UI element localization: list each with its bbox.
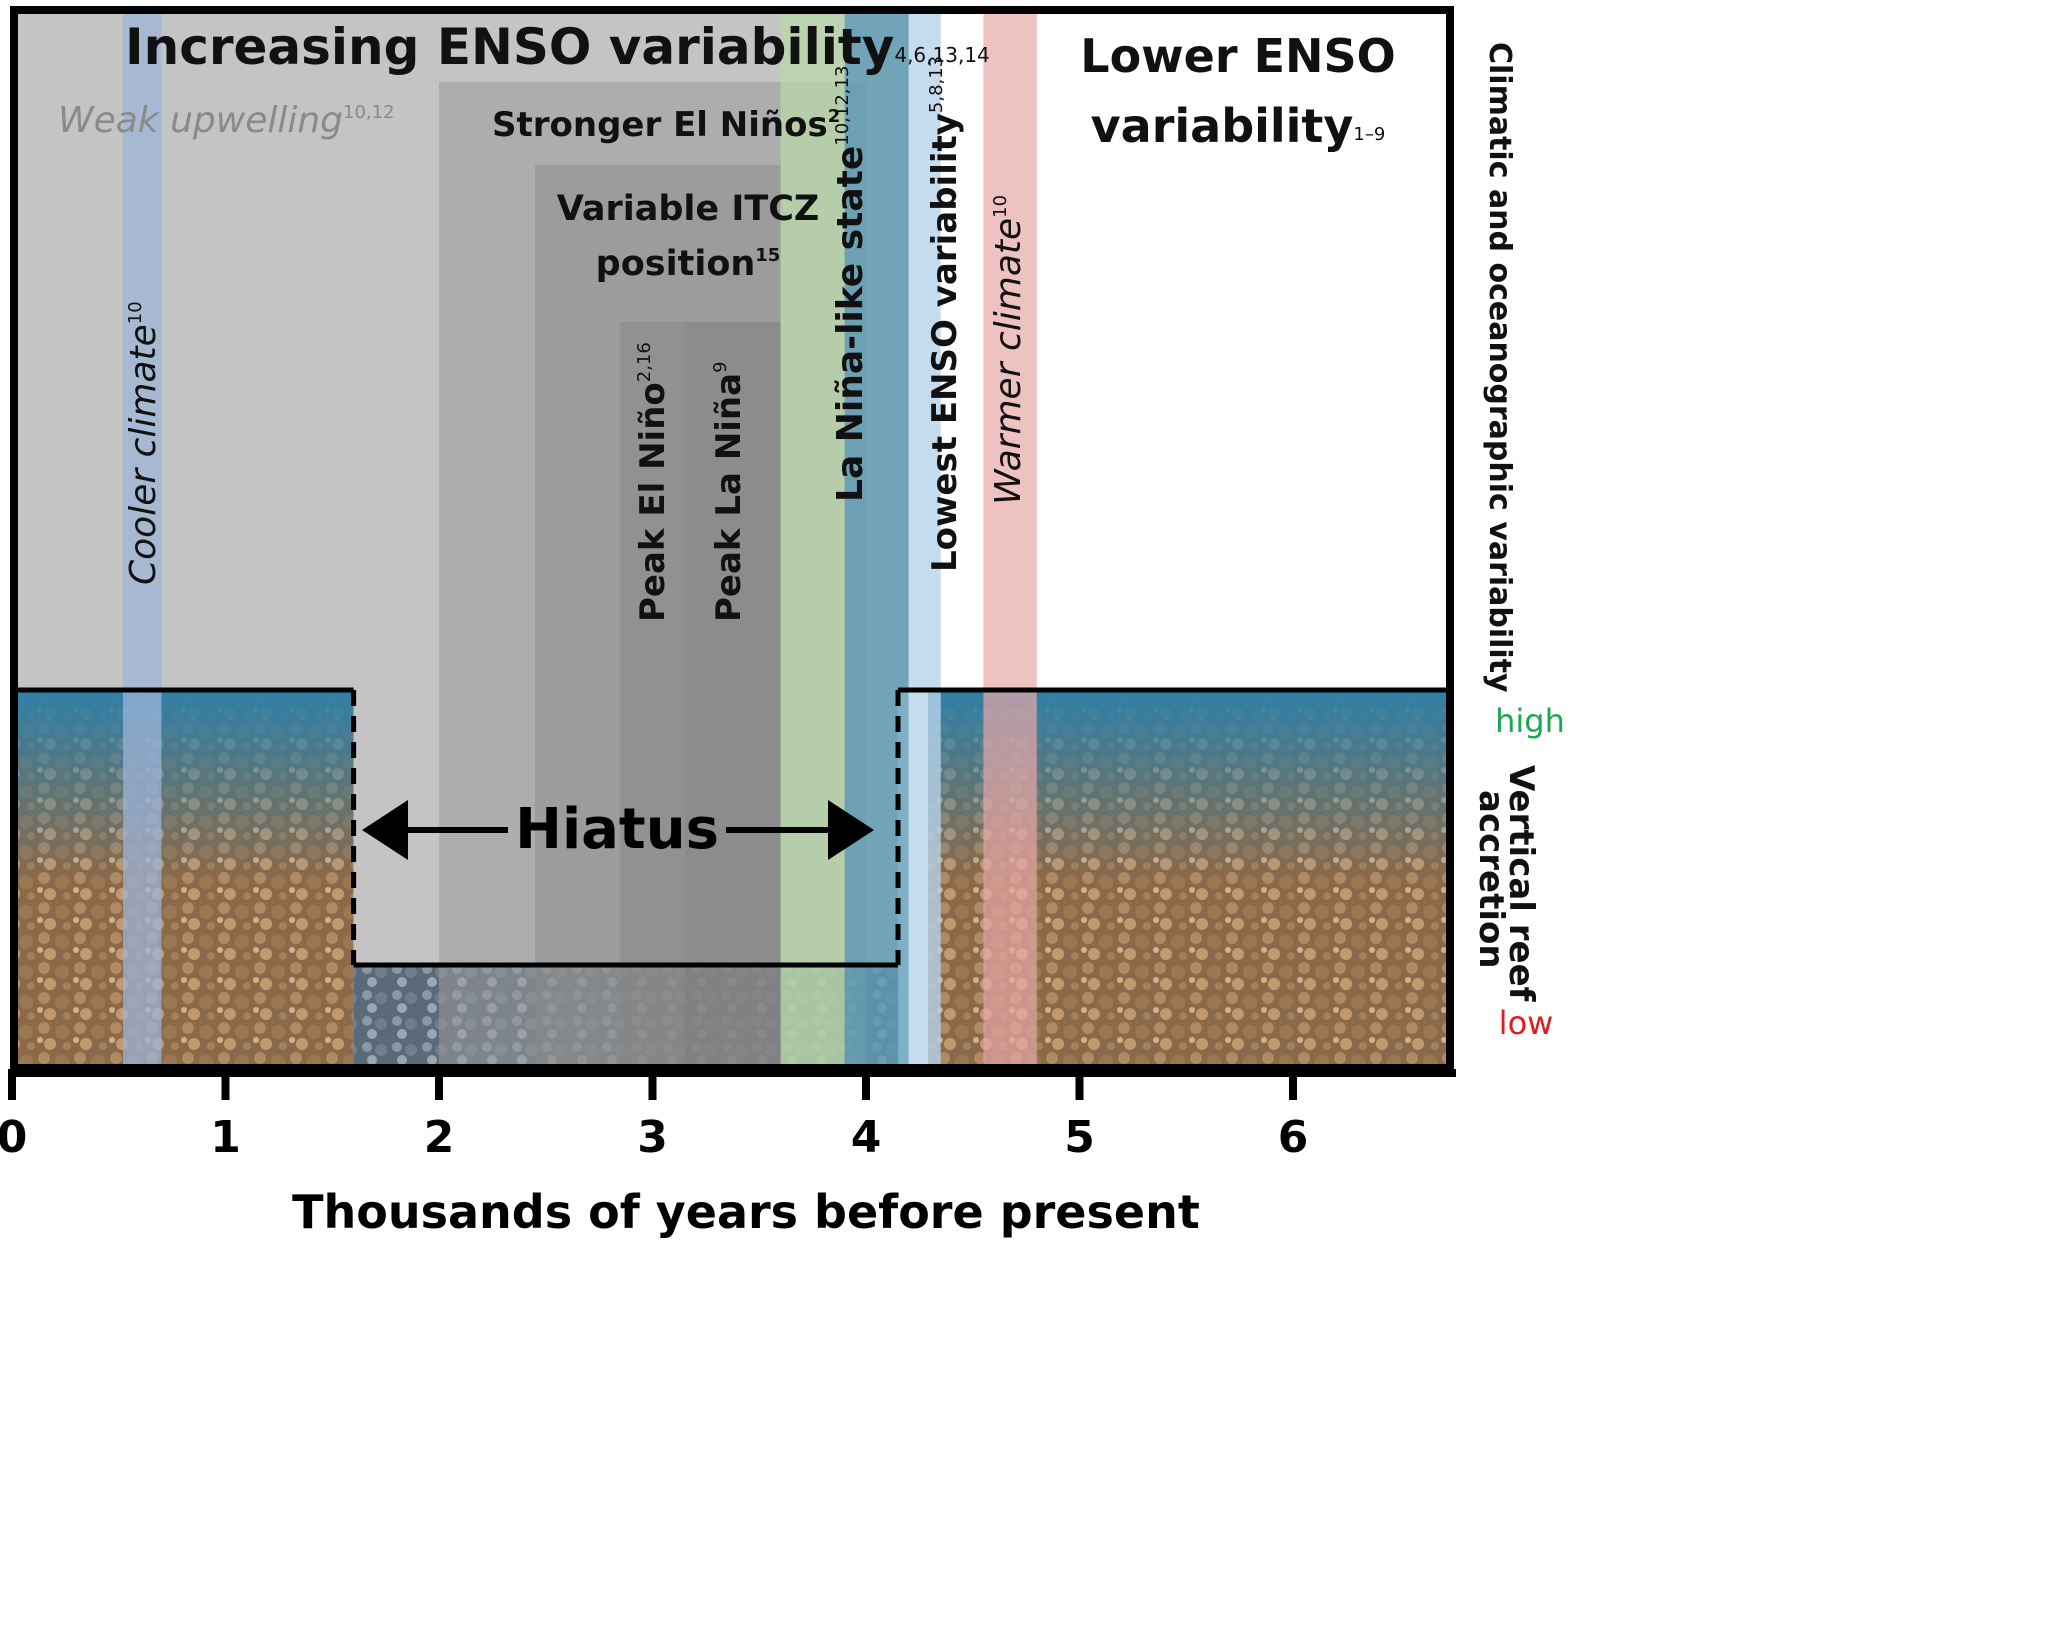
variable-itcz-label-line1: Variable ITCZ xyxy=(557,189,820,229)
hiatus-arrow-left-head xyxy=(362,800,408,860)
peak-la-nina-label: Peak La Niña9 xyxy=(709,361,749,622)
variable-itcz-band xyxy=(535,165,781,1068)
lowest-enso-label: Lowest ENSO variability5,8,13 xyxy=(925,56,965,572)
low-label: low xyxy=(1499,1004,1554,1042)
x-axis: 0 1 2 3 4 5 6 xyxy=(0,1069,1456,1163)
lower-enso-label-line1: Lower ENSO xyxy=(1080,29,1395,83)
hiatus-dashed-edges xyxy=(351,690,901,965)
climate-bands xyxy=(12,12,1037,1068)
hiatus-annotation: Hiatus xyxy=(362,797,874,862)
cooler-climate-label: Cooler climate10 xyxy=(123,301,164,585)
cooler-climate-band xyxy=(123,12,162,1068)
peak-la-nina-band xyxy=(684,322,781,1068)
x-tick-label-1: 1 xyxy=(210,1112,241,1163)
variable-itcz-label-line2: position15 xyxy=(596,244,781,284)
lower-enso-label-line2: variability1–9 xyxy=(1091,99,1386,153)
x-axis-title: Thousands of years before present xyxy=(292,1185,1200,1239)
x-tick-label-2: 2 xyxy=(424,1112,455,1163)
plot-frame xyxy=(10,6,1454,1072)
warmer-climate-band xyxy=(983,12,1037,1068)
climatic-variability-label: Climatic and oceanographic variability xyxy=(1482,42,1517,693)
high-label: high xyxy=(1495,702,1565,740)
increasing-enso-label: Increasing ENSO variability4,6,13,14 xyxy=(125,18,990,76)
warmer-climate-label: Warmer climate10 xyxy=(988,195,1029,505)
la-nina-like-teal-band xyxy=(844,12,909,1068)
hiatus-arrow-right-head xyxy=(828,800,874,860)
peak-el-nino-label: Peak El Niño2,16 xyxy=(633,342,673,622)
reef-photo-young-water xyxy=(12,690,354,1068)
vertical-reef-label: Vertical reef xyxy=(1501,765,1541,1003)
peak-el-nino-band xyxy=(620,322,685,1068)
accretion-label: accretion xyxy=(1471,790,1511,969)
x-tick-label-4: 4 xyxy=(851,1112,882,1163)
reef-accretion-outline xyxy=(12,687,1454,968)
la-nina-like-green-band xyxy=(780,12,845,1068)
hiatus-label: Hiatus xyxy=(515,797,719,862)
lowest-enso-band xyxy=(908,12,941,1068)
x-tick-label-3: 3 xyxy=(637,1112,668,1163)
x-tick-label-5: 5 xyxy=(1064,1112,1095,1163)
x-tick-label-6: 6 xyxy=(1278,1112,1309,1163)
stronger-el-ninos-label: Stronger El Niños2 xyxy=(492,105,840,145)
la-nina-like-label: La Niña-like state10,12,13 xyxy=(830,66,871,502)
weak-upwelling-label: Weak upwelling10,12 xyxy=(58,100,395,141)
x-tick-label-0: 0 xyxy=(0,1112,27,1163)
